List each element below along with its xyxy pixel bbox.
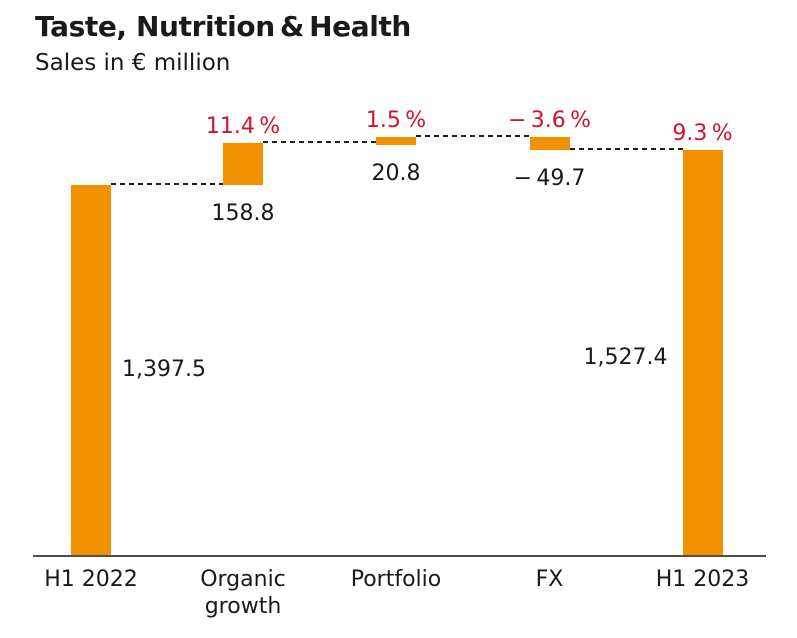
bar-portfolio <box>376 137 416 146</box>
chart-title: Taste, Nutrition & Health <box>35 10 411 43</box>
bar-organic-growth <box>223 142 263 185</box>
value-label-organic-growth: 158.8 <box>211 200 275 226</box>
axis-label-h1-2023: H1 2023 <box>655 567 750 592</box>
connector-fx-to-h1-2023 <box>569 148 683 151</box>
value-label-h1-2023: 1,527.4 <box>583 345 668 370</box>
pct-label-fx: − 3.6 % <box>507 108 592 134</box>
bar-fx <box>529 137 570 151</box>
bar-h1-2022 <box>71 184 111 557</box>
axis-label-fx: FX <box>535 567 564 592</box>
axis-label-h1-2022: H1 2022 <box>44 567 138 592</box>
connector-h1-2022-to-organic <box>111 182 223 185</box>
connector-portfolio-to-fx <box>416 135 530 138</box>
chart-subtitle: Sales in € million <box>35 50 231 76</box>
value-label-h1-2022: 1,397.5 <box>122 357 206 382</box>
connector-organic-to-portfolio <box>263 140 376 143</box>
bar-h1-2023 <box>682 150 723 557</box>
x-axis-line <box>33 555 766 557</box>
axis-label-portfolio: Portfolio <box>350 567 442 592</box>
pct-label-h1-2023: 9.3 % <box>672 121 733 147</box>
value-label-portfolio: 20.8 <box>371 161 421 187</box>
pct-label-organic-growth: 11.4 % <box>205 113 281 139</box>
axis-label-organic-growth: Organic growth <box>200 567 286 619</box>
pct-label-portfolio: 1.5 % <box>365 108 427 134</box>
value-label-fx: − 49.7 <box>513 166 586 192</box>
